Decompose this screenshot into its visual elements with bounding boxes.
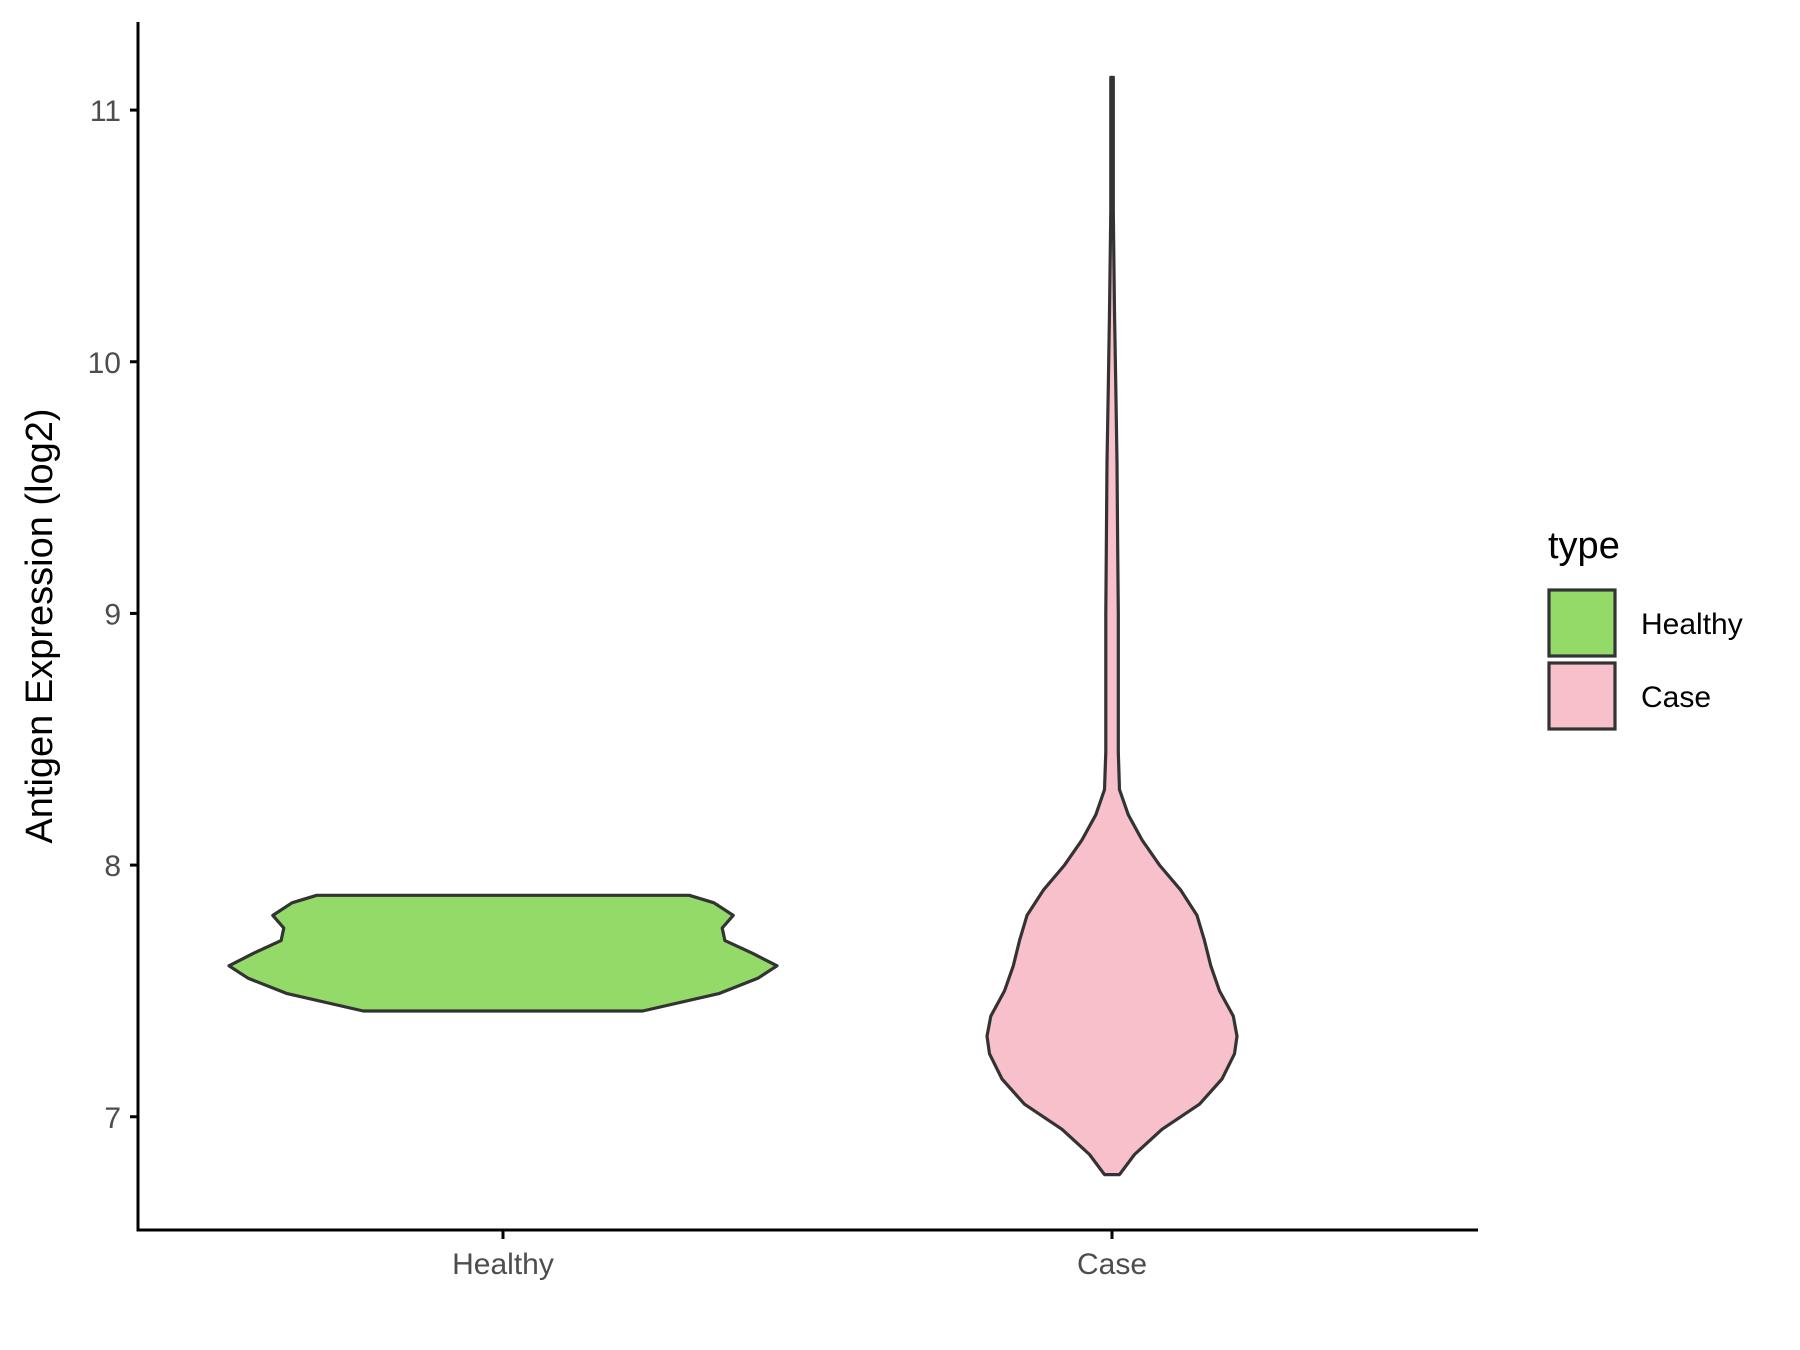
violin-healthy [227, 893, 779, 1013]
legend-swatch-healthy [1547, 588, 1617, 658]
axes [136, 22, 1478, 1232]
y-tick-label: 7 [104, 1102, 121, 1135]
y-ticks: 7 8 9 10 11 [88, 95, 138, 1135]
y-axis-title: Antigen Expression (log2) [19, 408, 61, 843]
legend: type Healthy Case [1547, 525, 1743, 731]
x-tick-label: Healthy [452, 1248, 554, 1281]
legend-swatch-case [1547, 661, 1617, 731]
x-tick-label: Case [1077, 1248, 1147, 1281]
violin-layer [227, 75, 1239, 1177]
violin-case [985, 75, 1239, 1177]
legend-label-case: Case [1641, 681, 1711, 714]
y-tick-label: 10 [88, 347, 121, 380]
y-tick-label: 8 [104, 850, 121, 883]
y-tick-label: 9 [104, 598, 121, 631]
legend-label-healthy: Healthy [1641, 608, 1743, 641]
y-tick-label: 11 [90, 95, 121, 128]
x-ticks: Healthy Case [452, 1230, 1147, 1281]
legend-title: type [1548, 525, 1620, 567]
